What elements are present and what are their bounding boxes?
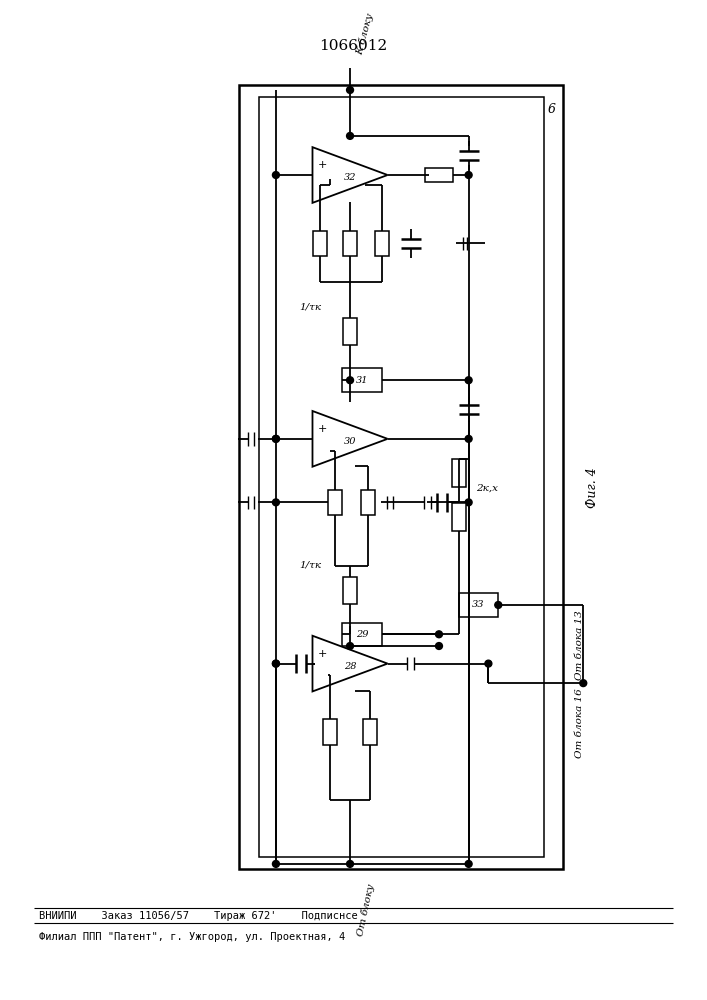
Bar [361, 490, 375, 515]
Polygon shape [312, 411, 387, 467]
Circle shape [436, 643, 443, 649]
Bar [425, 168, 452, 182]
Text: Филиал ППП "Патент", г. Ужгород, ул. Проектная, 4: Филиал ППП "Патент", г. Ужгород, ул. Про… [39, 932, 345, 942]
Bar [328, 490, 342, 515]
Text: 6: 6 [548, 103, 556, 116]
Bar [342, 368, 382, 392]
Polygon shape [312, 147, 387, 203]
Text: 1066012: 1066012 [319, 39, 387, 53]
Circle shape [272, 860, 279, 867]
Bar [343, 318, 357, 345]
Circle shape [465, 860, 472, 867]
Text: 32: 32 [344, 173, 356, 182]
Text: От блока 13: От блока 13 [575, 610, 585, 680]
Circle shape [465, 499, 472, 506]
Text: 30: 30 [344, 437, 356, 446]
Bar [240, 85, 563, 869]
Circle shape [272, 172, 279, 178]
Circle shape [346, 860, 354, 867]
Bar [375, 231, 389, 256]
Bar [313, 231, 327, 256]
Bar [452, 459, 466, 487]
Circle shape [346, 87, 354, 93]
Circle shape [580, 680, 587, 687]
Circle shape [346, 377, 354, 384]
Bar [363, 719, 377, 745]
Text: 33: 33 [472, 600, 485, 609]
Circle shape [465, 172, 472, 178]
Circle shape [346, 132, 354, 139]
Text: Фиг. 4: Фиг. 4 [585, 467, 599, 508]
Circle shape [272, 435, 279, 442]
Circle shape [485, 660, 492, 667]
Text: К блоку: К блоку [355, 12, 375, 56]
Circle shape [272, 660, 279, 667]
Text: От блока 16: От блока 16 [575, 688, 585, 758]
Text: 2к,х: 2к,х [477, 483, 498, 492]
Bar [343, 231, 357, 256]
Circle shape [465, 377, 472, 384]
Circle shape [272, 660, 279, 667]
Polygon shape [312, 636, 387, 691]
Circle shape [272, 499, 279, 506]
Text: 31: 31 [356, 376, 368, 385]
Text: 29: 29 [356, 630, 368, 639]
Text: 28: 28 [344, 662, 356, 671]
Circle shape [436, 631, 443, 638]
Circle shape [465, 435, 472, 442]
Text: +: + [317, 649, 327, 659]
Text: От блоку: От блоку [356, 883, 376, 937]
Bar [342, 623, 382, 646]
Text: +: + [317, 424, 327, 434]
Text: 1/τк: 1/τк [300, 302, 322, 311]
Bar [259, 97, 544, 857]
Circle shape [272, 435, 279, 442]
Bar [459, 593, 498, 617]
Bar [343, 577, 357, 604]
Text: ВНИИПИ    Заказ 11056/57    Тираж 672'    Подписнсе: ВНИИПИ Заказ 11056/57 Тираж 672' Подписн… [39, 911, 358, 921]
Bar [452, 503, 466, 531]
Circle shape [346, 643, 354, 649]
Text: +: + [317, 160, 327, 170]
Text: 1/τк: 1/τк [300, 561, 322, 570]
Circle shape [495, 602, 502, 608]
Bar [323, 719, 337, 745]
